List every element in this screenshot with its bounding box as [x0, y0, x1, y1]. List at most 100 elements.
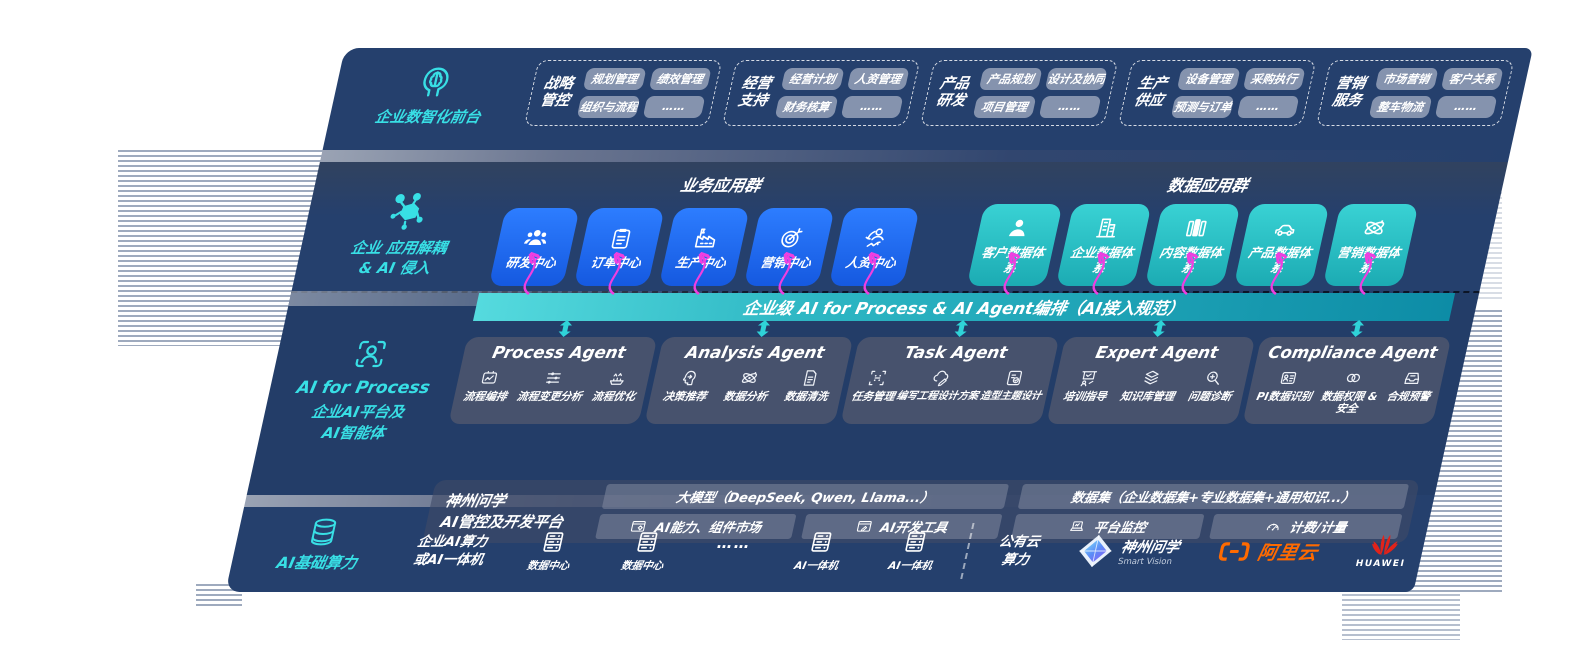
infra-content-row: 企业AI算力 或AI一体机 数据中心 数据中心 …… AI一体机 AI一体机 [386, 512, 1423, 590]
model-bar: 大模型（DeepSeek, Qwen, Llama...） [601, 484, 1009, 509]
stripes-bottom-left-decoration [196, 584, 242, 606]
alibaba-cloud-bracket-icon [1218, 541, 1250, 561]
optimize-icon [609, 373, 626, 385]
chip: 客户关系 [1440, 68, 1504, 90]
pink-connector-arrows [523, 248, 1489, 295]
dashed-divider [960, 523, 975, 579]
smart-vision-diamond-icon [1079, 534, 1112, 568]
chip: 整车物流 [1368, 96, 1432, 118]
dataset-bar: 数据集（企业数据集+专业数据集+通用知识...） [1017, 484, 1410, 509]
agent-item: 任务管理 [850, 368, 901, 403]
diagnose-icon [1205, 371, 1223, 385]
agent-title: Compliance Agent [1266, 343, 1440, 362]
chip: 财务核算 [774, 96, 838, 118]
chip: …… [840, 96, 904, 118]
chip: …… [1434, 96, 1498, 118]
group-title: 战略管控 [538, 75, 575, 109]
task-grid-icon [868, 370, 886, 386]
expert-agent-box: Expert Agent 培训指导 知识库管理 问题诊断 [1046, 337, 1256, 424]
chip: …… [642, 96, 706, 118]
training-icon [1079, 371, 1098, 387]
stripes-bottom-right-decoration [1342, 594, 1460, 640]
atom-icon [739, 371, 760, 385]
server-icon [637, 532, 658, 552]
chip: …… [1236, 96, 1300, 118]
card-check-icon [1006, 370, 1023, 386]
compute-label-line1: 企业AI算力 [415, 533, 489, 550]
sliders-icon [545, 371, 562, 385]
flow-chart-icon [481, 370, 498, 384]
database-icon [310, 518, 337, 546]
chip: 绩效管理 [648, 68, 712, 90]
agent-item: 合规预警 [1385, 368, 1436, 403]
front-office-rail: 企业数智化前台 [328, 62, 538, 127]
agent-title: Expert Agent [1093, 343, 1221, 362]
chip: 设计及协同 [1044, 68, 1108, 90]
architecture-board: 企业数智化前台 企业 应用解耦 & AI 侵入 AI for Process 企… [225, 48, 1533, 592]
datacenter-node: 数据中心 [516, 529, 588, 573]
team-icon [522, 228, 550, 246]
datacenter-node: 数据中心 [610, 529, 682, 573]
chip: 经营计划 [780, 68, 845, 90]
server-icon [811, 532, 832, 552]
platform-label-line1: 神州问学 [443, 492, 508, 511]
chip: 产品规划 [978, 68, 1043, 90]
agent-item: 数据权限 & 安全 [1316, 368, 1385, 416]
person-icon [1008, 218, 1029, 237]
teal-double-arrows [558, 320, 1364, 337]
cloud-pen-icon [931, 370, 950, 387]
front-office-groups: 战略管控 规划管理 绩效管理 组织与流程 …… 经营支持 经营计划 人资管理 财… [523, 60, 1519, 126]
id-card-icon [1280, 371, 1297, 385]
huawei-petals-icon [1371, 534, 1398, 556]
front-office-label: 企业数智化前台 [373, 108, 483, 126]
agent-boxes: Process Agent 流程编排 流程变更分析 流程优化 Analysis … [448, 337, 1452, 424]
group-strategy: 战略管控 规划管理 绩效管理 组织与流程 …… [523, 60, 723, 126]
compliance-agent-box: Compliance Agent PI数据识别 数据权限 & 安全 合规预警 [1242, 337, 1452, 424]
public-cloud-label-line1: 公有云 [997, 533, 1042, 550]
molecule-icon [386, 191, 430, 232]
group-title: 经营支持 [736, 75, 773, 109]
agent-item: PI数据识别 [1255, 368, 1318, 403]
agent-item: 培训指导 [1062, 368, 1113, 403]
chip: 市场营销 [1374, 68, 1439, 90]
chip: 组织与流程 [576, 96, 640, 118]
chip: 规划管理 [582, 68, 647, 90]
agent-title: Task Agent [902, 343, 1010, 362]
atom-icon [1362, 219, 1387, 237]
process-agent-box: Process Agent 流程编排 流程变更分析 流程优化 [448, 337, 658, 424]
chip: 预测与订单 [1170, 96, 1234, 118]
target-icon [779, 227, 804, 247]
task-agent-box: Task Agent 任务管理 编写工程设计方案 造型主题设计 [840, 337, 1060, 424]
permission-icon [1346, 373, 1361, 383]
books-icon [1185, 219, 1208, 237]
group-production-supply: 生产供应 设备管理 采购执行 预测与订单 …… [1117, 60, 1317, 126]
group-operation: 经营支持 经营计划 人资管理 财务核算 …… [721, 60, 921, 126]
ai-appliance-node: AI一体机 [784, 529, 856, 573]
data-group-header: 数据应用群 [1165, 176, 1250, 195]
person-scan-icon [354, 340, 387, 368]
agent-item: 编写工程设计方案 [895, 368, 984, 403]
agent-item: 问题诊断 [1187, 368, 1238, 403]
car-icon [1274, 224, 1296, 236]
chip: …… [1038, 96, 1102, 118]
ai-platform-label-line3: AI智能体 [320, 424, 387, 442]
ai-appliance-node: AI一体机 [878, 529, 950, 573]
orchestration-bar: 企业级 AI for Process & AI Agent编排（AI接入规范） [472, 293, 1456, 321]
business-group-header: 业务应用群 [678, 176, 763, 195]
layers-icon [1143, 370, 1160, 385]
ellipsis-nodes: …… [715, 534, 754, 552]
agent-item: 知识库管理 [1119, 368, 1181, 403]
chip: 人资管理 [846, 68, 910, 90]
agent-item: 造型主题设计 [979, 368, 1048, 403]
infra-label: AI基础算力 [274, 554, 359, 572]
layer-bevel [319, 150, 1511, 162]
head-idea-icon [682, 370, 698, 386]
document-icon [803, 370, 817, 386]
public-cloud-label-line2: 算力 [1000, 552, 1031, 568]
ai-platform-label-line2: 企业AI平台及 [309, 403, 407, 421]
agent-item: 数据分析 [722, 368, 773, 403]
agent-title: Process Agent [490, 343, 628, 362]
group-title: 营销服务 [1330, 75, 1367, 109]
compute-label-line2: 或AI一体机 [411, 552, 485, 568]
building-icon [1096, 218, 1119, 238]
